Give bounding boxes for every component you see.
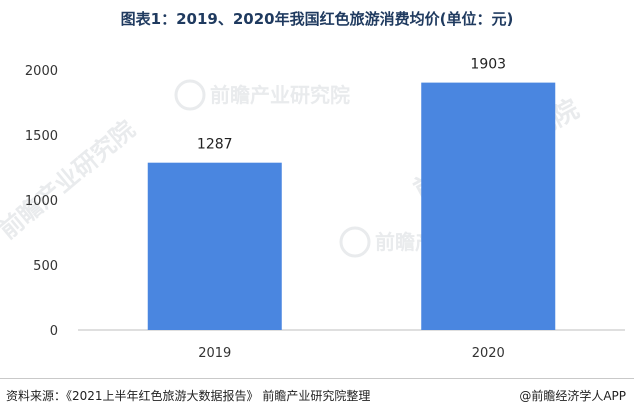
brand-note: @前瞻经济学人APP (519, 389, 626, 403)
bars-group: 1287 1903 (147, 57, 556, 330)
y-tick-label: 0 (50, 324, 58, 339)
source-note: 资料来源：《2021上半年红色旅游大数据报告》 前瞻产业研究院整理 (6, 389, 371, 403)
x-tick-label: 2019 (198, 346, 231, 361)
watermark-text: 前瞻产业研究院 (210, 83, 350, 107)
x-axis: 2019 2020 (198, 346, 505, 361)
watermark-logo: 前瞻产业研究院 (0, 115, 141, 244)
y-tick-label: 1500 (25, 129, 58, 144)
y-tick-label: 2000 (25, 64, 58, 79)
watermark-logo: 前瞻产业研究院 (174, 79, 350, 111)
x-tick-label: 2020 (472, 346, 505, 361)
bar-2019 (147, 162, 282, 330)
y-tick-label: 1000 (25, 194, 58, 209)
data-label-2019: 1287 (197, 137, 233, 153)
footer-divider (0, 378, 634, 379)
y-tick-label: 500 (33, 259, 58, 274)
watermark-text: 前瞻产业研究院 (0, 115, 141, 244)
y-axis: 0 500 1000 1500 2000 (25, 64, 58, 339)
bar-2020 (421, 82, 556, 330)
data-label-2020: 1903 (470, 57, 506, 73)
chart-title: 图表1：2019、2020年我国红色旅游消费均价(单位：元) (120, 10, 514, 28)
